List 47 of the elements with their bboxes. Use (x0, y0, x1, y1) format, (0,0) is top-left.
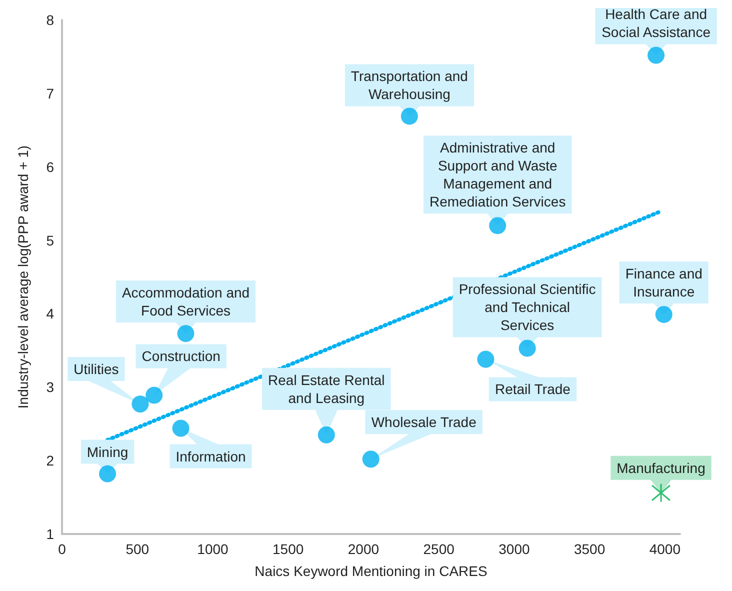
annotation: Accommodation and Food Services (122, 284, 250, 319)
point (318, 426, 335, 444)
annotation: Real Estate Rental and Leasing (268, 372, 385, 406)
annotation: Manufacturing (616, 460, 706, 476)
point (651, 483, 671, 503)
x-axis-title: Naics Keyword Mentioning in CARES (254, 563, 488, 579)
annotation: Mining (86, 444, 128, 460)
annotation: Finance and Insurance (625, 265, 702, 300)
point (477, 350, 494, 368)
point (648, 46, 665, 64)
y-tick-label: 7 (46, 85, 54, 102)
y-tick-label: 1 (46, 526, 54, 542)
x-tick-label: 500 (126, 541, 150, 557)
annotation: Professional Scientific and Technical Services (458, 281, 596, 334)
annotation: Retail Trade (494, 381, 571, 398)
annotation: Transportation and Warehousing (350, 68, 468, 102)
annotation: Utilities (74, 361, 119, 378)
point (400, 108, 418, 125)
x-tick-label: 1000 (197, 541, 229, 557)
point (172, 420, 190, 437)
y-tick-label: 2 (46, 452, 54, 469)
y-tick-label: 3 (46, 379, 54, 396)
point (655, 306, 672, 323)
x-tick-label: 4000 (649, 541, 681, 557)
point (518, 340, 536, 357)
annotation: Health Care and Social Assistance (602, 6, 711, 40)
x-tick-label: 1500 (272, 541, 304, 557)
x-tick-label: 2000 (348, 541, 380, 557)
y-tick-label: 4 (46, 306, 54, 322)
x-tick-label: 0 (58, 541, 66, 557)
y-axis-title: Industry-level average log(PPP award + 1) (15, 145, 31, 409)
point (362, 450, 380, 468)
annotation: Administrative and Support and Waste Management and Remediation Services (430, 140, 566, 210)
x-tick-label: 3500 (574, 541, 606, 557)
point (177, 325, 194, 342)
annotation: Wholesale Trade (371, 414, 477, 430)
y-tick-label: 8 (46, 12, 54, 28)
annotation: Construction (142, 348, 220, 364)
point (99, 465, 116, 482)
x-tick-label: 2500 (423, 541, 455, 557)
point (489, 217, 506, 234)
annotation: Information (176, 448, 246, 464)
x-tick-label: 3000 (498, 541, 530, 557)
point (132, 396, 149, 413)
y-tick-label: 5 (46, 232, 54, 248)
point (146, 386, 163, 404)
y-tick-label: 6 (46, 158, 54, 175)
